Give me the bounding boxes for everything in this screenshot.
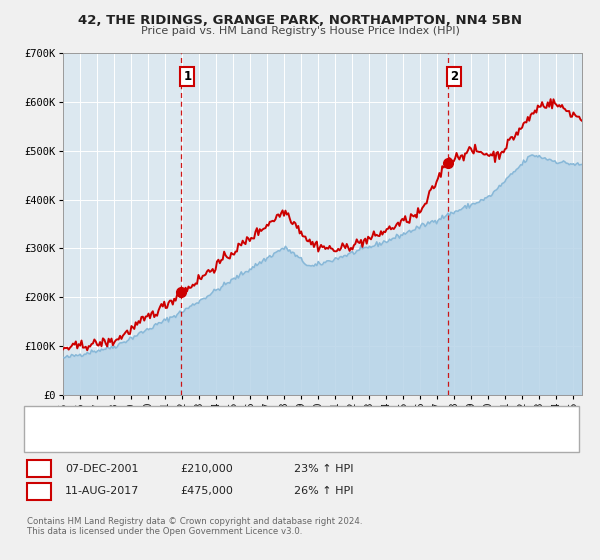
Text: 42, THE RIDINGS, GRANGE PARK, NORTHAMPTON, NN4 5BN: 42, THE RIDINGS, GRANGE PARK, NORTHAMPTO…: [78, 14, 522, 27]
Text: ——: ——: [39, 429, 64, 442]
Text: 2: 2: [450, 70, 458, 83]
Text: £475,000: £475,000: [180, 486, 233, 496]
Text: 11-AUG-2017: 11-AUG-2017: [65, 486, 139, 496]
Text: 26% ↑ HPI: 26% ↑ HPI: [294, 486, 353, 496]
Text: 2: 2: [35, 486, 43, 496]
Text: 1: 1: [35, 464, 43, 474]
Text: 1: 1: [184, 70, 191, 83]
Text: HPI: Average price, detached house, West Northamptonshire: HPI: Average price, detached house, West…: [67, 431, 356, 440]
Text: 42, THE RIDINGS, GRANGE PARK, NORTHAMPTON, NN4 5BN (detached house): 42, THE RIDINGS, GRANGE PARK, NORTHAMPTO…: [67, 414, 434, 423]
Text: ——: ——: [39, 412, 64, 426]
Text: This data is licensed under the Open Government Licence v3.0.: This data is licensed under the Open Gov…: [27, 528, 302, 536]
Text: £210,000: £210,000: [180, 464, 233, 474]
Text: 07-DEC-2001: 07-DEC-2001: [65, 464, 139, 474]
Text: Price paid vs. HM Land Registry's House Price Index (HPI): Price paid vs. HM Land Registry's House …: [140, 26, 460, 36]
Text: 23% ↑ HPI: 23% ↑ HPI: [294, 464, 353, 474]
Text: Contains HM Land Registry data © Crown copyright and database right 2024.: Contains HM Land Registry data © Crown c…: [27, 517, 362, 526]
